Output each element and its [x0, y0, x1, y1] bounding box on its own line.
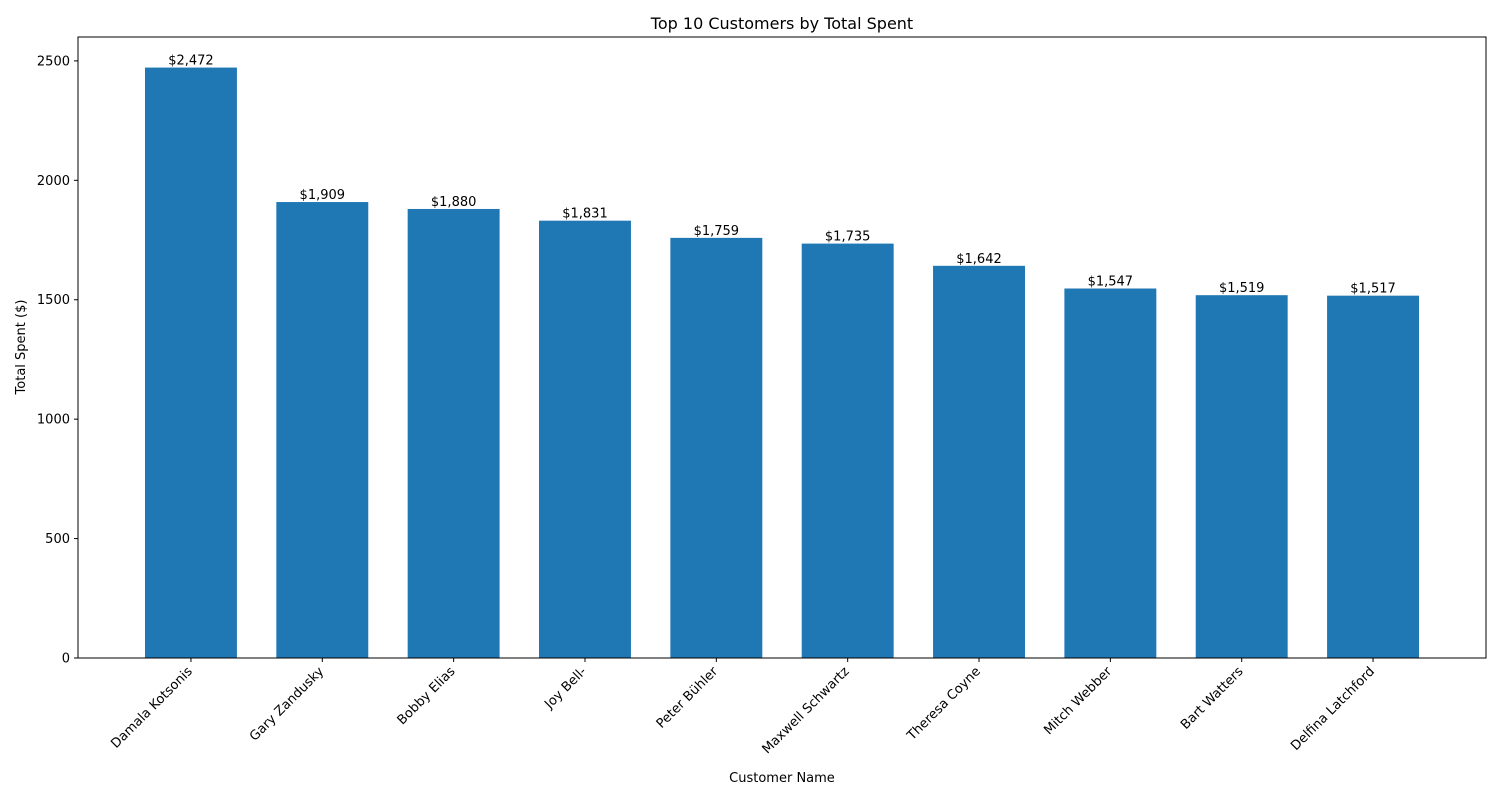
bar — [1064, 288, 1157, 658]
data-label: $1,831 — [562, 207, 608, 222]
x-axis-title: Customer Name — [729, 771, 835, 786]
bar — [933, 265, 1025, 658]
data-label: $1,880 — [431, 195, 477, 210]
data-label: $1,759 — [694, 224, 740, 239]
bar — [407, 208, 500, 658]
y-tick-label: 500 — [45, 532, 70, 547]
x-tick-label: Delfina Latchford — [1288, 664, 1378, 754]
plot-area: $2,472 $1,909 $1,880 $1,831 $1,759 $1,735 $1,6… — [37, 36, 1487, 757]
bar — [539, 220, 631, 658]
data-label: $1,735 — [825, 230, 871, 245]
bar — [1327, 295, 1420, 658]
data-label: $1,519 — [1219, 281, 1265, 296]
data-label: $1,909 — [300, 188, 346, 203]
bar — [276, 202, 369, 658]
chart-title: Top 10 Customers by Total Spent — [650, 14, 913, 33]
x-tick-label: Gary Zandusky — [247, 664, 327, 744]
x-tick-label: Maxwell Schwartz — [760, 664, 853, 757]
bar — [144, 67, 237, 658]
bar — [670, 237, 763, 658]
x-tick-label: Theresa Coyne — [904, 664, 984, 744]
bar — [801, 243, 894, 658]
x-tick-label: Peter Bühler — [654, 664, 722, 732]
data-label: $1,642 — [956, 252, 1002, 267]
data-label: $1,547 — [1088, 275, 1134, 290]
x-tick-label: Bobby Elias — [395, 664, 459, 728]
y-tick-label: 2500 — [37, 54, 70, 69]
x-tick-label: Mitch Webber — [1041, 664, 1115, 738]
x-tick-label: Damala Kotsonis — [108, 664, 196, 752]
y-tick-label: 2000 — [37, 174, 70, 189]
plot-frame — [77, 36, 1487, 659]
y-tick-label: 1500 — [37, 293, 70, 308]
bar — [1195, 295, 1288, 658]
data-label: $2,472 — [168, 54, 214, 69]
y-axis-title: Total Spent ($) — [14, 300, 29, 396]
data-label: $1,517 — [1350, 282, 1396, 297]
y-tick-label: 0 — [62, 652, 70, 667]
x-tick-label: Bart Watters — [1178, 664, 1247, 733]
y-tick-label: 1000 — [37, 413, 70, 428]
x-tick-label: Joy Bell- — [541, 664, 590, 713]
